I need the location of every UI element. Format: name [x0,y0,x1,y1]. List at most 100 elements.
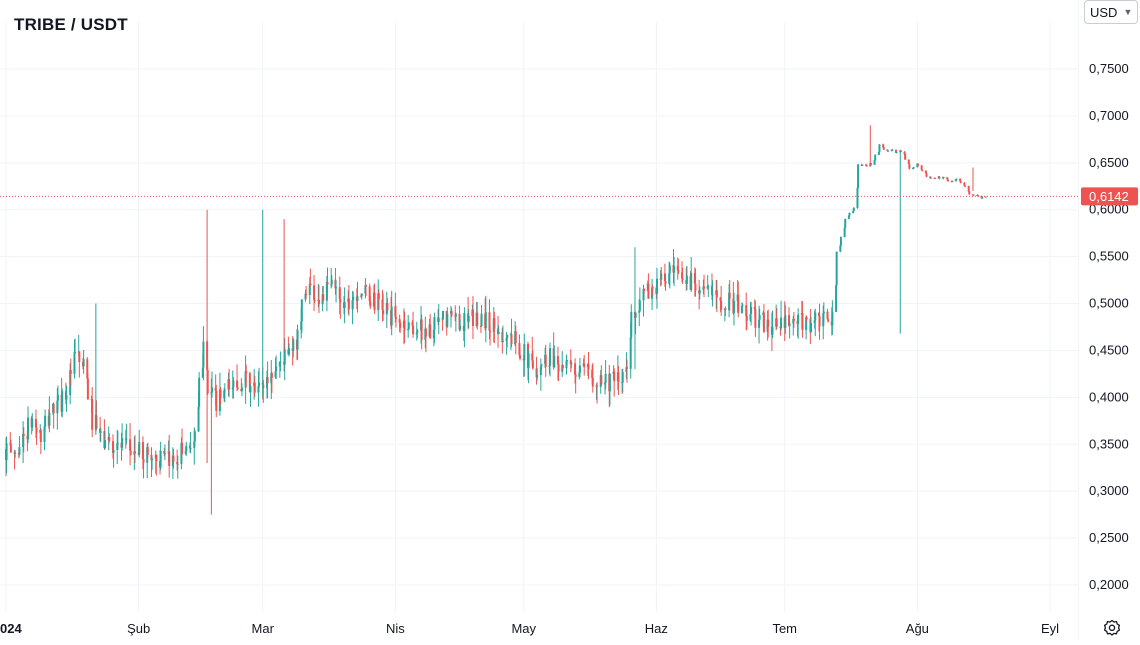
candle-body [330,284,333,286]
candle-body [895,151,898,153]
candle-body [338,287,341,299]
current-price-badge [1081,187,1138,206]
candle-body [676,266,679,271]
candle-body [43,426,46,443]
candle-body [463,313,466,331]
currency-select-value: USD [1090,4,1118,20]
candle-body [339,298,342,303]
candle-body [556,356,559,365]
candle-body [835,285,838,312]
candle-body [984,196,987,198]
candle-body [741,305,744,307]
candle-body [857,164,860,189]
candle-body [617,372,620,383]
candle-body [308,283,311,296]
candle-body [266,377,269,384]
candle-body [578,365,581,373]
candle-body [873,160,876,165]
candle-body [412,325,415,335]
candle-body [296,330,299,350]
candle-body [292,339,295,351]
candle-body [710,285,713,295]
candle-body [300,299,303,322]
candle-body [506,334,509,339]
y-tick-label: 0,6500 [1089,155,1129,170]
candle-body [304,293,307,300]
candle-body [805,317,808,331]
candle-body [343,302,346,309]
candle-body [621,382,624,384]
candle-body [964,185,967,187]
candle-body [912,167,915,169]
candle-body [214,387,217,391]
candle-body [48,412,51,426]
candle-body [31,418,34,428]
candle-body [886,149,889,151]
candle-body [673,266,676,273]
candle-body [647,283,650,299]
candle-body [347,298,350,310]
candle-body [313,285,316,300]
y-tick-label: 0,4000 [1089,389,1129,404]
x-tick-label: 024 [0,621,22,636]
candle-body [420,319,423,340]
candle-body [112,449,115,453]
candle-body [565,360,568,369]
candle-body [591,377,594,387]
candle-body [818,315,821,327]
candle-body [360,295,363,297]
candle-body [814,312,817,321]
candle-body [501,341,504,343]
candle-body [664,281,667,284]
candle-body [809,322,812,333]
candle-body [258,382,261,387]
candle-body [305,293,308,296]
candle-body [732,300,735,314]
candle-body [369,301,372,307]
candle-body [758,319,761,328]
candle-body [574,363,577,375]
candle-body [891,149,894,151]
currency-select[interactable]: USD ▼ [1084,0,1138,24]
candle-body [663,273,666,282]
x-tick-label: Şub [127,621,150,636]
candle-body [334,279,337,289]
candle-body [924,170,927,174]
x-tick-label: May [511,621,536,636]
candle-body [630,311,633,338]
candle-body [703,286,706,289]
candle-body [531,353,534,361]
candle-body [634,312,637,318]
candle-body [728,292,731,311]
candle-body [163,453,166,455]
candle-body [125,439,128,441]
candle-body [835,251,838,286]
candle-body [86,378,89,400]
candle-body [317,299,320,305]
candle-body [116,443,119,450]
candle-body [758,315,761,320]
candle-body [925,173,928,177]
candle-body [797,314,800,324]
candle-body [719,297,722,301]
gear-icon[interactable] [1103,619,1121,637]
candle-body [720,300,723,310]
candle-body [690,273,693,290]
candle-body [22,433,25,448]
candle-body [18,447,21,455]
candle-body [959,181,962,183]
candle-body [877,151,880,156]
candle-body [99,431,102,433]
candle-body [270,373,273,384]
candle-body [198,377,201,407]
y-tick-label: 0,5500 [1089,249,1129,264]
candle-body [847,215,850,219]
candle-body [754,309,757,328]
candle-body [887,150,890,152]
candle-body [394,317,397,320]
candle-body [749,313,752,321]
candle-body [215,390,218,411]
candle-body [52,403,55,414]
